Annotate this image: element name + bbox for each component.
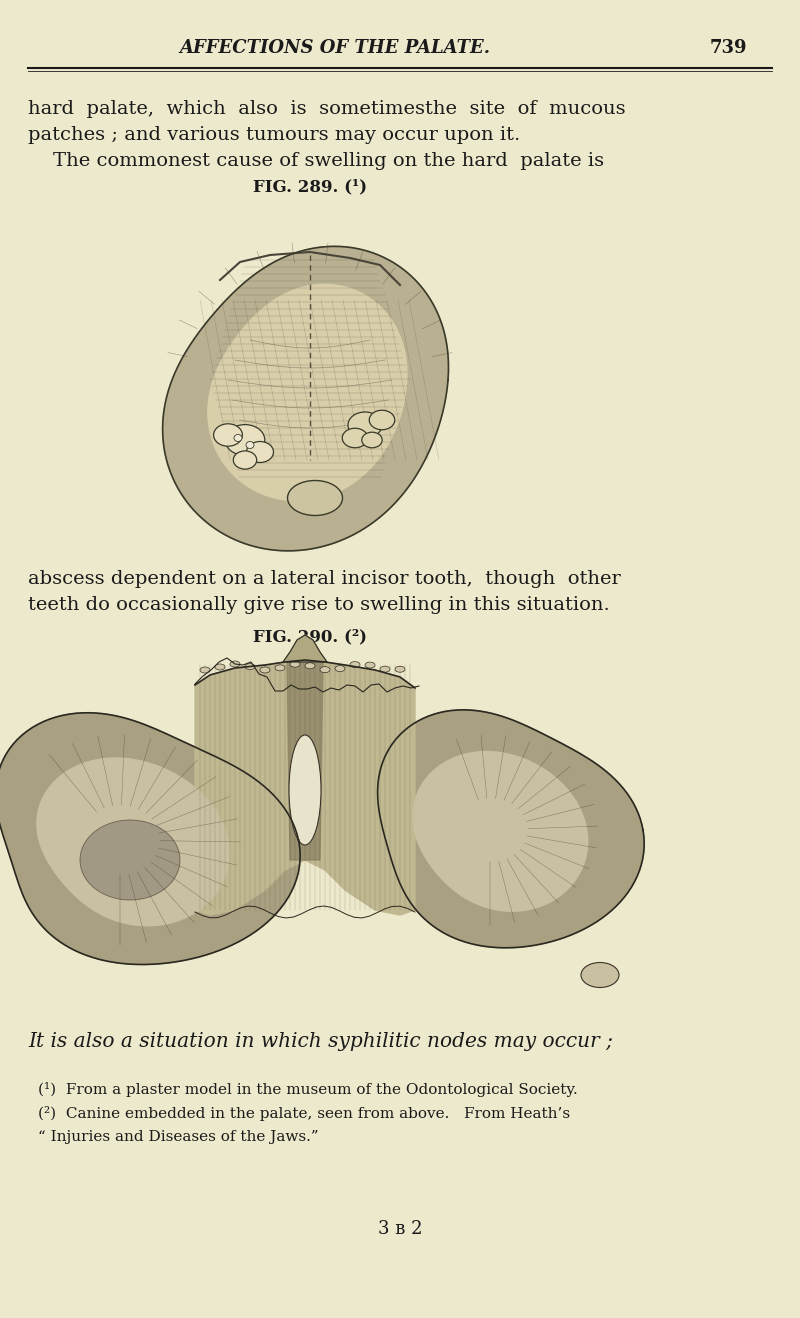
Ellipse shape (380, 666, 390, 672)
Polygon shape (287, 662, 323, 861)
Text: It is also a situation in which syphilitic nodes may occur ;: It is also a situation in which syphilit… (28, 1032, 613, 1050)
Ellipse shape (214, 424, 242, 447)
Text: (²)  Canine embedded in the palate, seen from above.   From Heath’s: (²) Canine embedded in the palate, seen … (38, 1106, 570, 1122)
Text: “ Injuries and Diseases of the Jaws.”: “ Injuries and Diseases of the Jaws.” (38, 1130, 318, 1144)
Ellipse shape (230, 662, 240, 667)
Ellipse shape (348, 413, 382, 438)
Ellipse shape (234, 435, 242, 442)
Ellipse shape (365, 662, 375, 668)
Ellipse shape (226, 424, 265, 456)
Text: FIG. 290. (²): FIG. 290. (²) (253, 627, 367, 645)
Text: 739: 739 (710, 40, 746, 57)
Ellipse shape (305, 663, 315, 668)
Text: patches ; and various tumours may occur upon it.: patches ; and various tumours may occur … (28, 127, 520, 144)
Polygon shape (37, 758, 230, 925)
Ellipse shape (80, 820, 180, 900)
Ellipse shape (275, 664, 285, 671)
Ellipse shape (395, 666, 405, 672)
Ellipse shape (200, 667, 210, 673)
Ellipse shape (289, 735, 321, 845)
Text: teeth do occasionally give rise to swelling in this situation.: teeth do occasionally give rise to swell… (28, 596, 610, 614)
Ellipse shape (320, 667, 330, 672)
Ellipse shape (335, 666, 345, 672)
Ellipse shape (260, 667, 270, 673)
Ellipse shape (290, 662, 300, 667)
Polygon shape (413, 751, 588, 911)
Polygon shape (283, 635, 327, 662)
Ellipse shape (245, 663, 255, 670)
Ellipse shape (287, 481, 342, 515)
Ellipse shape (246, 442, 254, 448)
Ellipse shape (350, 662, 360, 668)
Text: 3 ʙ 2: 3 ʙ 2 (378, 1220, 422, 1238)
Text: (¹)  From a plaster model in the museum of the Odontological Society.: (¹) From a plaster model in the museum o… (38, 1082, 578, 1097)
Ellipse shape (581, 962, 619, 987)
Polygon shape (378, 710, 644, 948)
Text: AFFECTIONS OF THE PALATE.: AFFECTIONS OF THE PALATE. (179, 40, 490, 57)
Polygon shape (195, 660, 415, 915)
Text: The commonest cause of swelling on the hard  palate is: The commonest cause of swelling on the h… (28, 152, 604, 170)
Polygon shape (208, 285, 407, 501)
Text: abscess dependent on a lateral incisor tooth,  though  other: abscess dependent on a lateral incisor t… (28, 569, 621, 588)
Ellipse shape (246, 442, 274, 463)
Polygon shape (162, 246, 449, 551)
Ellipse shape (342, 428, 368, 448)
Ellipse shape (215, 664, 225, 670)
Ellipse shape (370, 410, 394, 430)
Ellipse shape (234, 451, 257, 469)
Text: FIG. 289. (¹): FIG. 289. (¹) (253, 178, 367, 195)
Ellipse shape (362, 432, 382, 448)
Polygon shape (0, 713, 300, 965)
Text: hard  palate,  which  also  is  sometimes​the  site  of  mucous: hard palate, which also is sometimes​the… (28, 100, 626, 119)
